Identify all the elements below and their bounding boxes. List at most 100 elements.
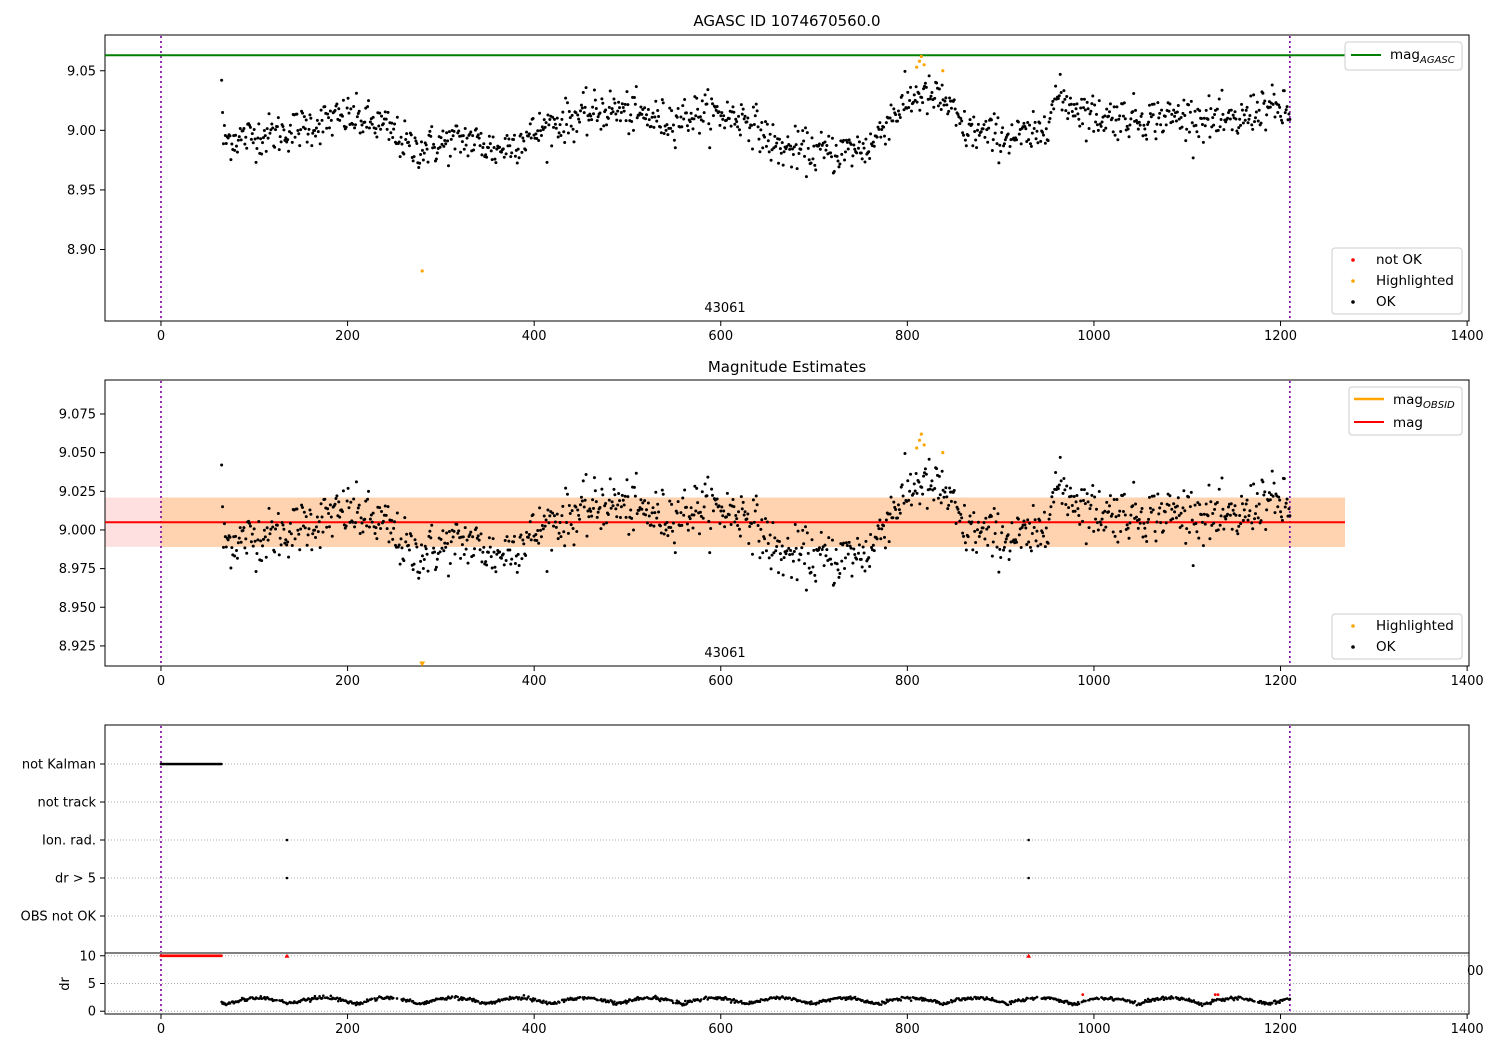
ok-point [323,497,327,501]
y-tick-label: 9.000 [59,523,96,538]
ok-point [242,127,246,131]
dr-point [674,1001,678,1005]
ok-point [552,125,556,129]
ok-point [631,128,635,132]
ok-point [545,569,549,573]
ok-point [765,122,769,126]
ok-point [1092,129,1096,133]
ok-point [309,116,313,120]
ok-point [1161,529,1165,533]
ok-point [1000,531,1004,535]
ok-point [891,516,895,520]
ok-point [1222,128,1226,132]
ok-point [541,527,545,531]
ok-point [426,569,430,573]
ok-point [254,570,258,574]
ok-point [502,155,506,159]
ok-point [373,531,377,535]
ok-point [877,127,881,131]
ok-point [304,515,308,519]
ok-point [579,103,583,107]
ok-point [625,90,629,94]
ok-point [1174,516,1178,520]
ok-point [940,83,944,87]
ok-point [1088,112,1092,116]
ok-point [244,537,248,541]
ok-point [553,520,557,524]
ok-point [1035,129,1039,133]
ok-point [422,558,426,562]
x-tick-label: 1200 [1264,674,1297,689]
ok-point [1272,92,1276,96]
legend2-highlighted-marker [1351,624,1355,628]
ok-point [412,155,416,159]
ok-point [1215,501,1219,505]
ok-point [374,526,378,530]
ok-point [1200,122,1204,126]
ok-point [1170,112,1174,116]
ok-point [939,501,943,505]
ok-point [948,96,952,100]
ok-point [536,129,540,133]
ok-point [1035,529,1039,533]
ok-point [851,154,855,158]
ok-point [338,515,342,519]
ok-point [347,111,351,115]
ok-point [543,125,547,129]
dr-point [853,995,857,999]
ok-point [1268,498,1272,502]
ok-point [1052,107,1056,111]
ok-point [626,103,630,107]
ok-point [914,471,918,475]
ok-point [917,480,921,484]
ok-point [689,111,693,115]
dr-point [517,996,521,999]
ok-point [435,557,439,561]
ok-point [694,114,698,118]
ok-point [618,499,622,503]
ok-point [983,135,987,139]
ok-point [386,110,390,114]
dr-point [388,997,391,1001]
ok-point [610,500,614,504]
ok-point [1076,507,1080,511]
ok-point [903,451,907,455]
ok-point [662,532,666,536]
ok-point [447,130,451,134]
dr-point [373,997,376,1000]
ok-point [785,549,789,553]
ok-point [1022,519,1026,523]
ok-point [303,127,307,131]
ok-point [849,546,853,550]
dr-point [607,1000,611,1004]
ok-point [747,541,751,545]
ok-point [1151,113,1155,117]
ok-point [1285,105,1289,109]
dr-point [739,999,743,1003]
x-tick-label: 600 [708,329,733,344]
ok-point [578,109,582,113]
ok-point [471,134,475,138]
ok-point [446,139,450,143]
ok-point [696,107,700,111]
ok-point [237,536,241,540]
ok-point [700,99,704,103]
ok-point [440,142,444,146]
ok-point [367,489,371,493]
ok-point [711,493,715,497]
ok-point [912,93,916,97]
ok-point [1257,108,1261,112]
ok-point [790,165,794,169]
ok-point [395,511,399,515]
ok-point [665,521,669,525]
ok-point [503,136,507,140]
ok-point [284,538,288,542]
legend-highlighted-marker [1351,279,1355,283]
ok-point [558,123,562,127]
ok-point [834,143,838,147]
ok-point [1170,507,1174,511]
ok-point [271,126,275,130]
ok-point [333,502,337,506]
ok-point [1099,523,1103,527]
dr-clipped-point [1216,993,1220,996]
